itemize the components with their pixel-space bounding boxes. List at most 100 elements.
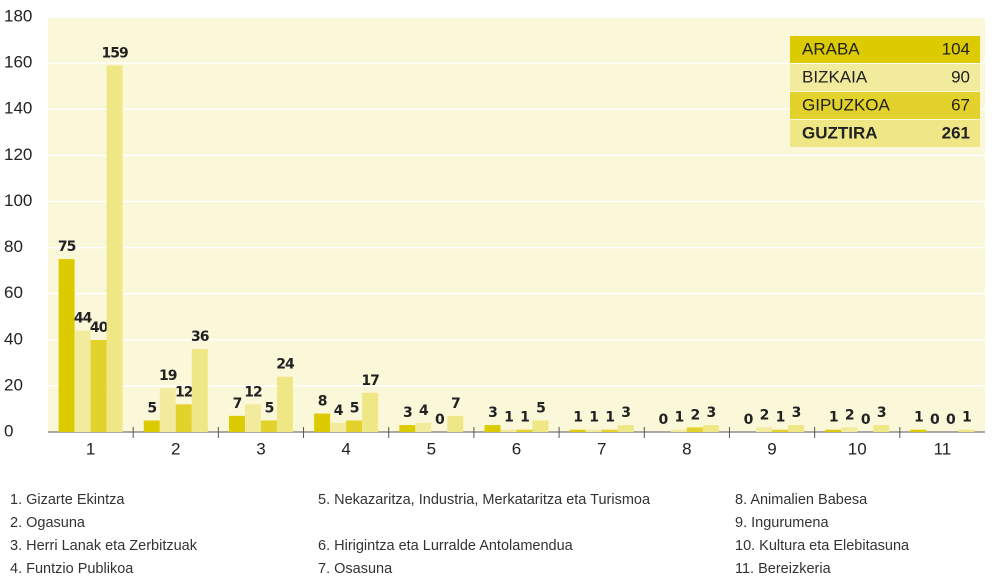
y-tick-label: 40 [4,329,23,348]
note: 11. Bereizkeria [735,561,831,577]
note: 9. Ingurumena [735,515,829,531]
note: 10. Kultura eta Elebitasuna [735,538,910,554]
bar [74,330,91,432]
bar [756,427,773,432]
bar [841,427,858,432]
y-tick-label: 100 [4,191,32,210]
bar [159,388,176,432]
y-tick-label: 60 [4,283,23,302]
value-label: 7 [233,396,242,412]
legend: ARABA 104 BIZKAIA 90 GIPUZKOA 67 GUZTIRA 261 [790,36,980,147]
bar [686,427,703,432]
bar [516,429,533,432]
value-label: 1 [829,410,838,426]
value-label: 1 [674,410,683,426]
x-tick-label: 10 [848,439,867,458]
value-label: 0 [744,412,754,428]
y-tick-label: 120 [4,145,32,164]
value-label: 2 [845,407,854,423]
value-label: 1 [962,410,971,426]
value-label: 3 [877,405,886,421]
value-label: 0 [435,412,445,428]
value-label: 2 [690,407,699,423]
y-tick-label: 180 [4,6,32,25]
bar [260,420,277,432]
value-label: 1 [504,410,513,426]
value-label: 75 [58,239,76,255]
x-tick-label: 1 [86,439,95,458]
value-label: 4 [419,403,429,419]
x-tick-label: 9 [767,439,776,458]
bar [958,429,975,432]
value-label: 1 [589,410,598,426]
bar [569,429,586,432]
bar [90,339,107,432]
value-label: 1 [520,410,529,426]
value-label: 1 [914,410,923,426]
legend-label: GIPUZKOA [802,95,891,114]
legend-total: 261 [942,123,970,142]
legend-row [790,120,980,147]
bar [399,425,416,432]
value-label: 19 [159,368,177,384]
value-label: 7 [451,396,460,412]
bar [191,349,208,432]
value-label: 5 [265,400,274,416]
value-label: 8 [318,394,327,410]
y-tick-label: 160 [4,53,32,72]
legend-total: 90 [951,67,970,86]
legend-label: ARABA [802,39,860,58]
legend-row [790,64,980,91]
y-tick-label: 140 [4,99,32,118]
x-tick-label: 5 [427,439,436,458]
legend-row [790,92,980,119]
chart: 0204060801001201401601801754440159251912… [4,6,985,458]
value-label: 17 [361,373,379,389]
bar [106,65,123,433]
note: 6. Hirigintza eta Lurralde Antolamendua [318,538,573,554]
bar [873,425,890,432]
bar [910,429,927,432]
note: 4. Funtzio Publikoa [10,561,134,577]
value-label: 1 [605,410,614,426]
bar [702,425,719,432]
value-label: 3 [621,405,630,421]
x-tick-label: 8 [682,439,691,458]
bar [362,392,379,432]
bar [585,429,602,432]
x-tick-label: 4 [341,439,350,458]
value-label: 24 [276,357,295,373]
value-label: 2 [760,407,769,423]
bar [314,413,331,432]
value-label: 1 [573,410,582,426]
bar [415,422,432,432]
bar [601,429,618,432]
value-label: 36 [191,329,209,345]
value-label: 5 [147,400,156,416]
bar [330,422,347,432]
value-label: 12 [244,384,262,400]
value-label: 0 [930,412,940,428]
value-label: 0 [861,412,871,428]
bar [447,415,464,432]
bar [276,376,293,432]
bar [500,429,517,432]
x-tick-label: 11 [934,439,952,458]
legend-label: GUZTIRA [802,123,878,142]
value-label: 40 [90,320,109,336]
note: 8. Animalien Babesa [735,492,868,508]
note: 1. Gizarte Ekintza [10,492,125,508]
bar [617,425,634,432]
y-tick-label: 80 [4,237,23,256]
x-tick-label: 3 [256,439,265,458]
value-label: 5 [350,400,359,416]
bar [825,429,842,432]
x-tick-label: 2 [171,439,180,458]
x-tick-label: 6 [512,439,521,458]
value-label: 159 [101,45,127,61]
note: 2. Ogasuna [10,515,85,531]
bar [175,404,192,432]
value-label: 5 [536,400,545,416]
value-label: 3 [706,405,715,421]
